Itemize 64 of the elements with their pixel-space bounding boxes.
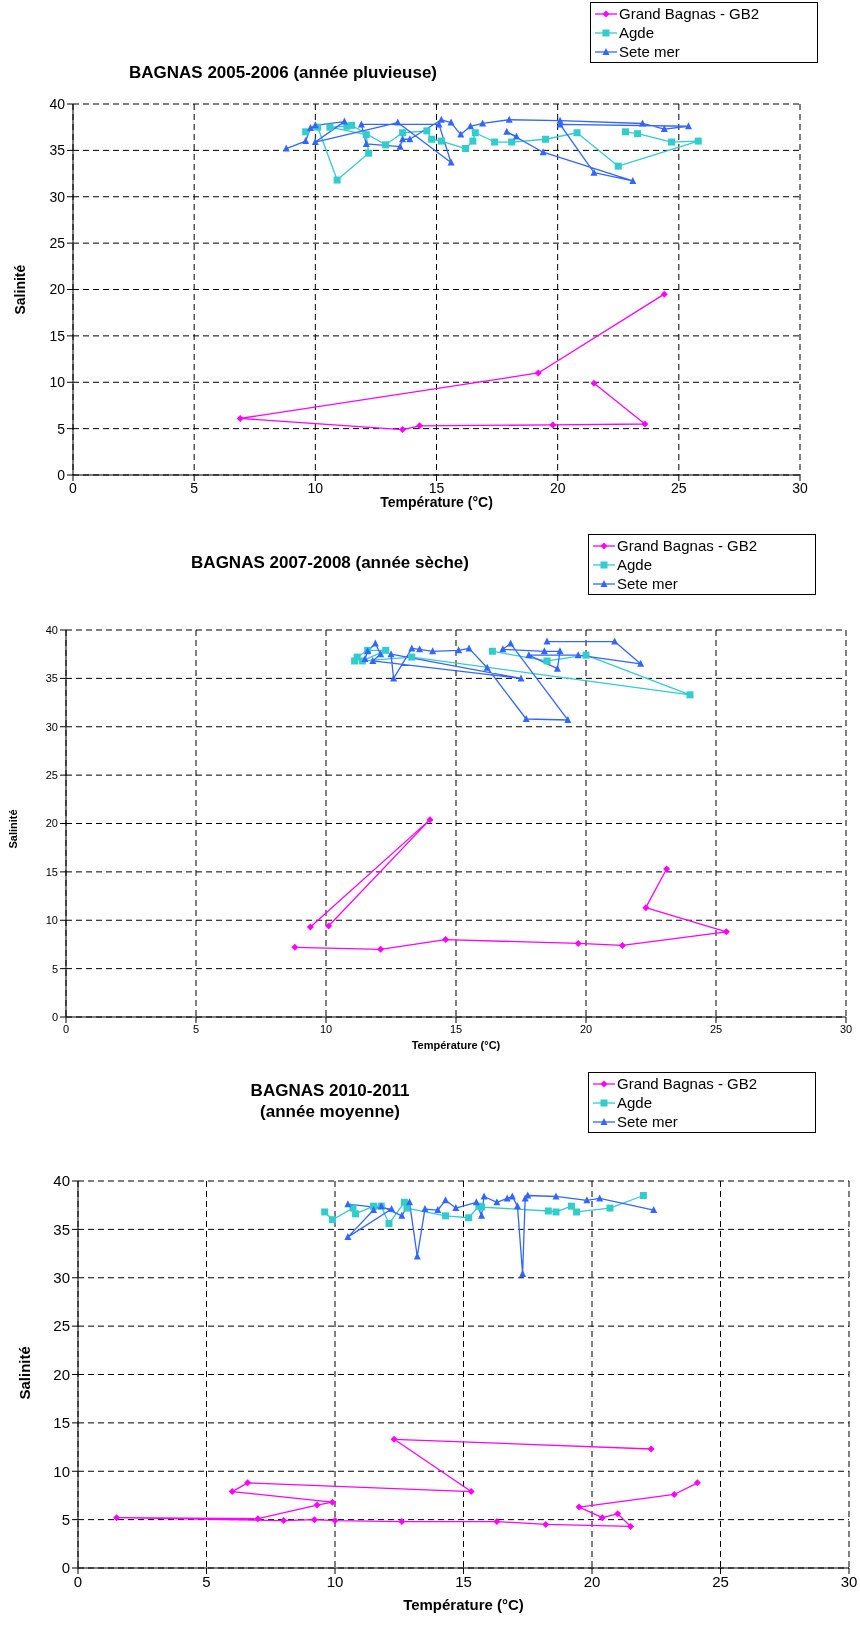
legend-label: Agde <box>617 1093 653 1112</box>
y-axis-title: Salinité <box>6 809 19 849</box>
y-tick-label: 35 <box>45 672 58 685</box>
x-axis-title: Température (°C) <box>411 1039 501 1051</box>
y-tick-label: 10 <box>45 914 58 927</box>
y-tick-label: 15 <box>53 1414 70 1432</box>
x-tick-label: 10 <box>307 479 324 496</box>
y-tick-label: 20 <box>45 817 58 830</box>
x-tick-label: 0 <box>73 1572 83 1590</box>
y-axis-title: Salinité <box>11 264 28 315</box>
x-tick-label: 5 <box>202 1572 211 1590</box>
y-tick-label: 30 <box>53 1269 70 1287</box>
x-tick-label: 25 <box>671 479 687 496</box>
y-tick-label: 20 <box>49 281 66 298</box>
y-tick-label: 40 <box>49 95 66 112</box>
x-tick-label: 5 <box>192 1022 200 1035</box>
legend-label: Agde <box>617 555 653 574</box>
y-tick-label: 10 <box>53 1462 70 1480</box>
x-tick-label: 25 <box>709 1022 723 1035</box>
y-tick-label: 25 <box>45 769 58 782</box>
chart-title: BAGNAS 2010-2011 (année moyenne) <box>249 1080 411 1122</box>
x-tick-label: 5 <box>190 479 199 496</box>
x-tick-label: 15 <box>449 1022 463 1035</box>
x-tick-label: 30 <box>840 1572 858 1590</box>
y-tick-label: 15 <box>45 865 58 878</box>
legend-label: Sete mer <box>619 42 680 61</box>
y-tick-label: 0 <box>61 1559 70 1577</box>
x-tick-label: 10 <box>326 1572 344 1590</box>
y-tick-label: 5 <box>61 1510 70 1528</box>
y-tick-label: 0 <box>51 1010 58 1023</box>
y-tick-label: 40 <box>53 1172 70 1190</box>
x-tick-label: 15 <box>455 1572 472 1590</box>
y-tick-label: 40 <box>45 623 58 636</box>
x-tick-label: 25 <box>712 1572 729 1590</box>
y-tick-label: 25 <box>53 1317 70 1335</box>
legend-label: Grand Bagnas - GB2 <box>619 4 760 23</box>
y-tick-label: 30 <box>45 720 58 733</box>
legend-label: Sete mer <box>617 574 678 593</box>
x-tick-label: 20 <box>579 1022 593 1035</box>
y-tick-label: 25 <box>49 235 66 252</box>
legend-label: Grand Bagnas - GB2 <box>617 536 758 555</box>
y-tick-label: 35 <box>53 1220 70 1238</box>
x-tick-label: 30 <box>792 479 808 496</box>
y-tick-label: 35 <box>49 142 66 159</box>
legend-label: Grand Bagnas - GB2 <box>617 1074 758 1093</box>
legend-label: Agde <box>619 23 655 42</box>
y-tick-label: 20 <box>53 1365 70 1383</box>
y-tick-label: 10 <box>49 374 66 391</box>
x-axis-title: Température (°C) <box>380 494 493 510</box>
chart-title: BAGNAS 2005-2006 (année pluvieuse) <box>128 62 438 83</box>
x-axis-title: Température (°C) <box>403 1596 524 1613</box>
y-tick-label: 5 <box>57 420 66 437</box>
x-tick-label: 20 <box>583 1572 601 1590</box>
x-tick-label: 10 <box>319 1022 333 1035</box>
y-axis-title: Salinité <box>16 1346 34 1400</box>
y-tick-label: 30 <box>49 188 66 205</box>
chart-title: BAGNAS 2007-2008 (année sèche) <box>190 552 470 573</box>
y-tick-label: 15 <box>49 327 66 344</box>
x-tick-label: 30 <box>839 1022 853 1035</box>
legend-label: Sete mer <box>617 1112 678 1131</box>
x-tick-label: 20 <box>549 479 566 496</box>
y-tick-label: 0 <box>57 466 66 483</box>
y-tick-label: 5 <box>51 962 58 975</box>
x-tick-label: 15 <box>428 479 445 496</box>
